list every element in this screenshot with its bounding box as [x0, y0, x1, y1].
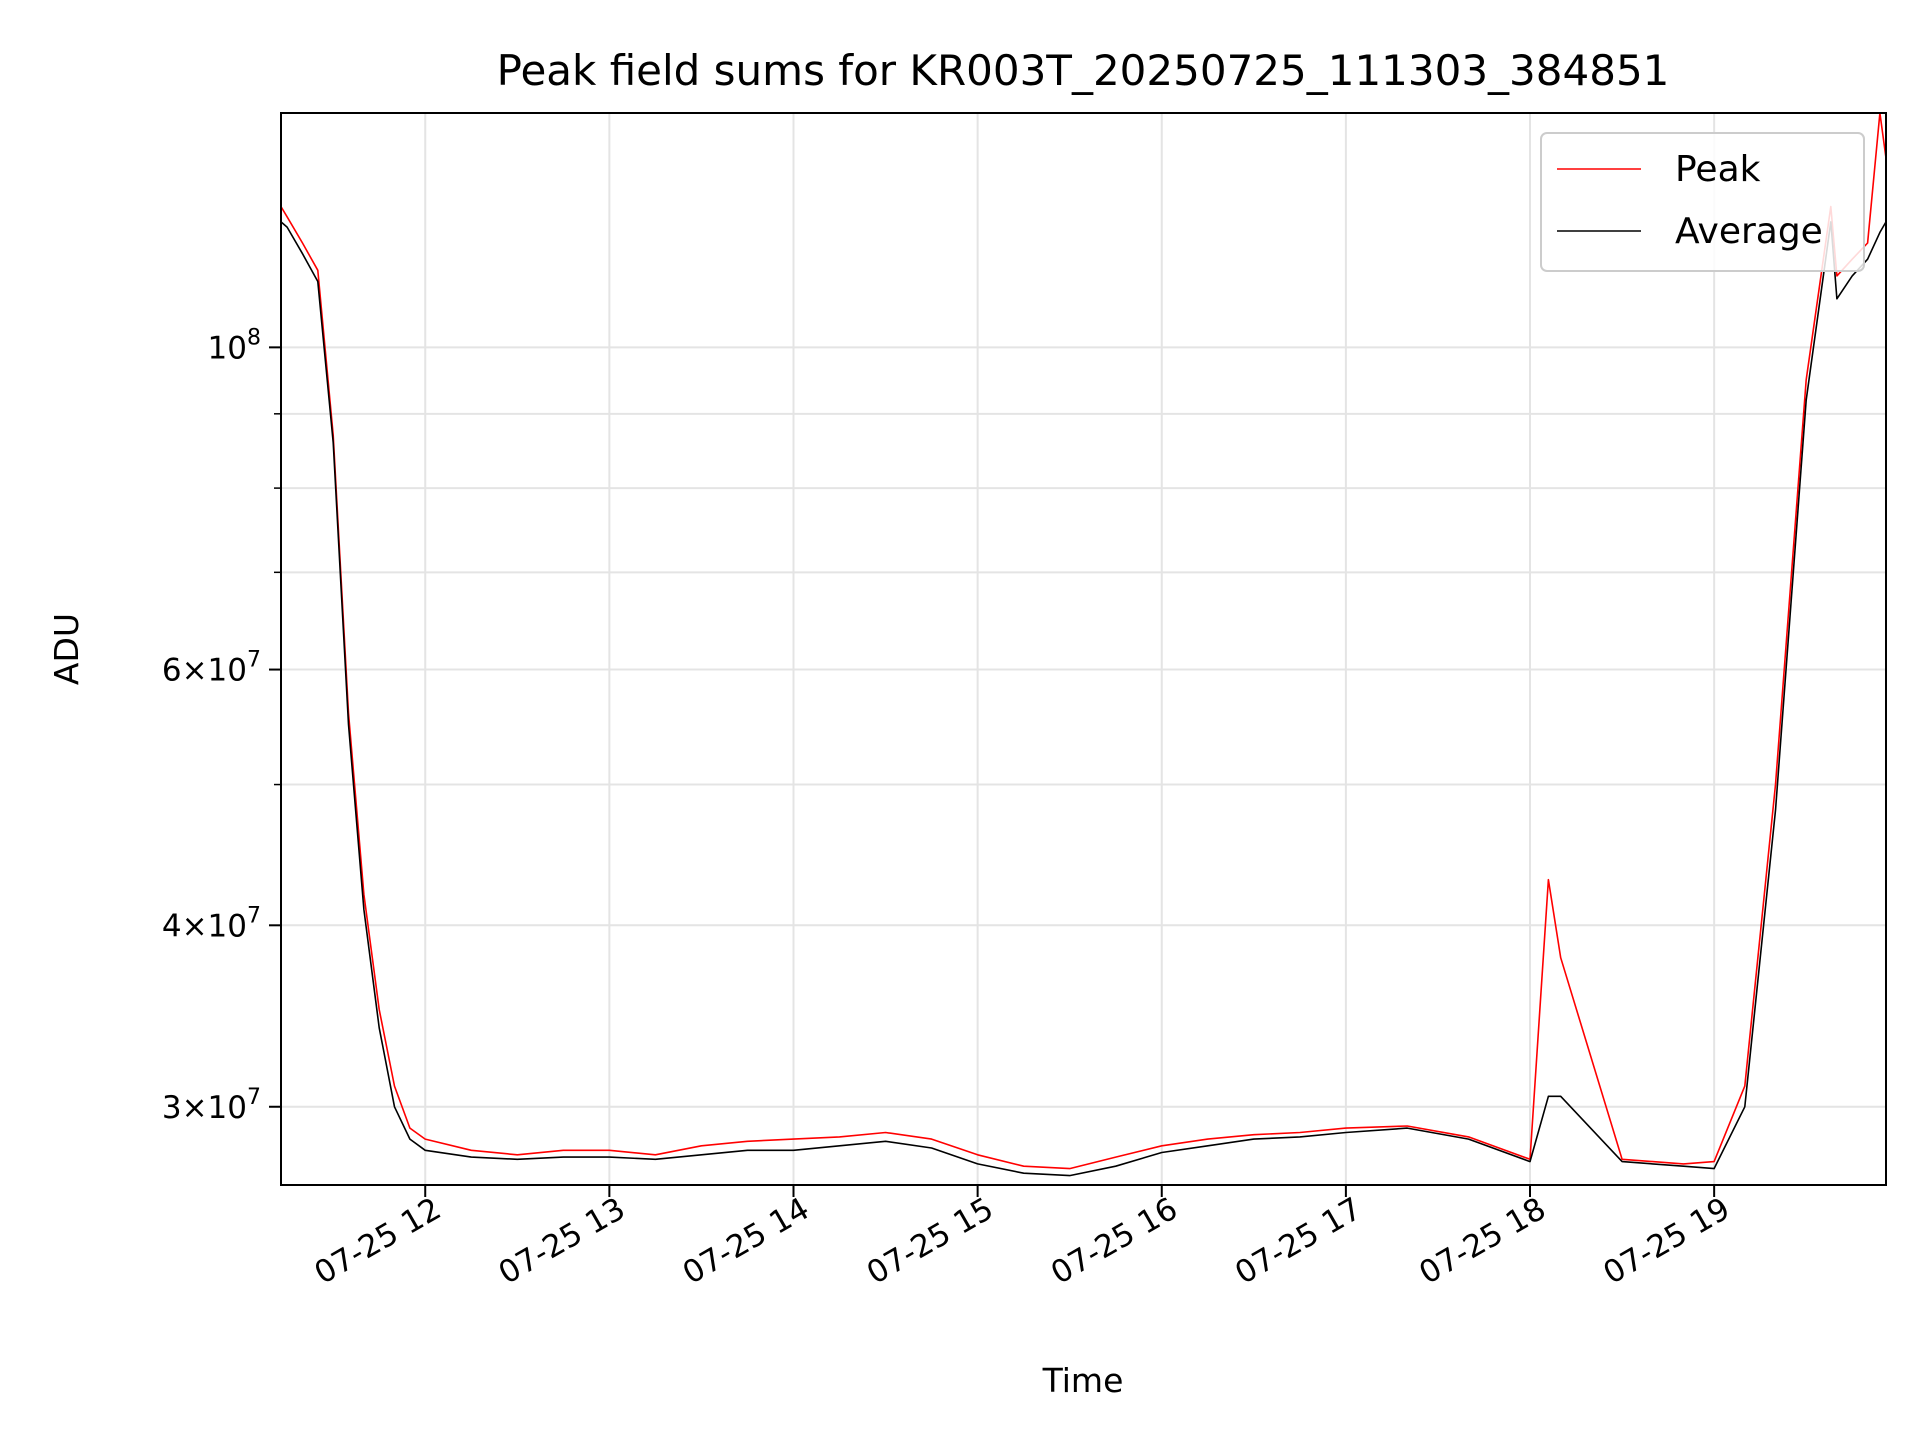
legend-peak-label: Peak: [1675, 149, 1761, 190]
chart-title: Peak field sums for KR003T_20250725_1113…: [497, 46, 1670, 95]
series-line-average: [280, 221, 1887, 1177]
y-tick-label: 3×107: [162, 1085, 261, 1126]
y-tick-label: 108: [208, 325, 261, 366]
legend: Peak Average: [1540, 132, 1865, 272]
legend-box: [1540, 132, 1865, 272]
y-tick-label: 6×107: [162, 648, 261, 689]
y-tick-label: 4×107: [162, 903, 261, 944]
plot-frame: [280, 112, 1887, 1186]
x-axis-label: Time: [1042, 1361, 1124, 1400]
legend-average-label: Average: [1675, 211, 1823, 252]
series-line-peak: [280, 112, 1887, 1170]
plot-area: [280, 112, 1887, 1177]
grid-lines: [281, 113, 1886, 1185]
y-axis-label: ADU: [47, 613, 86, 685]
